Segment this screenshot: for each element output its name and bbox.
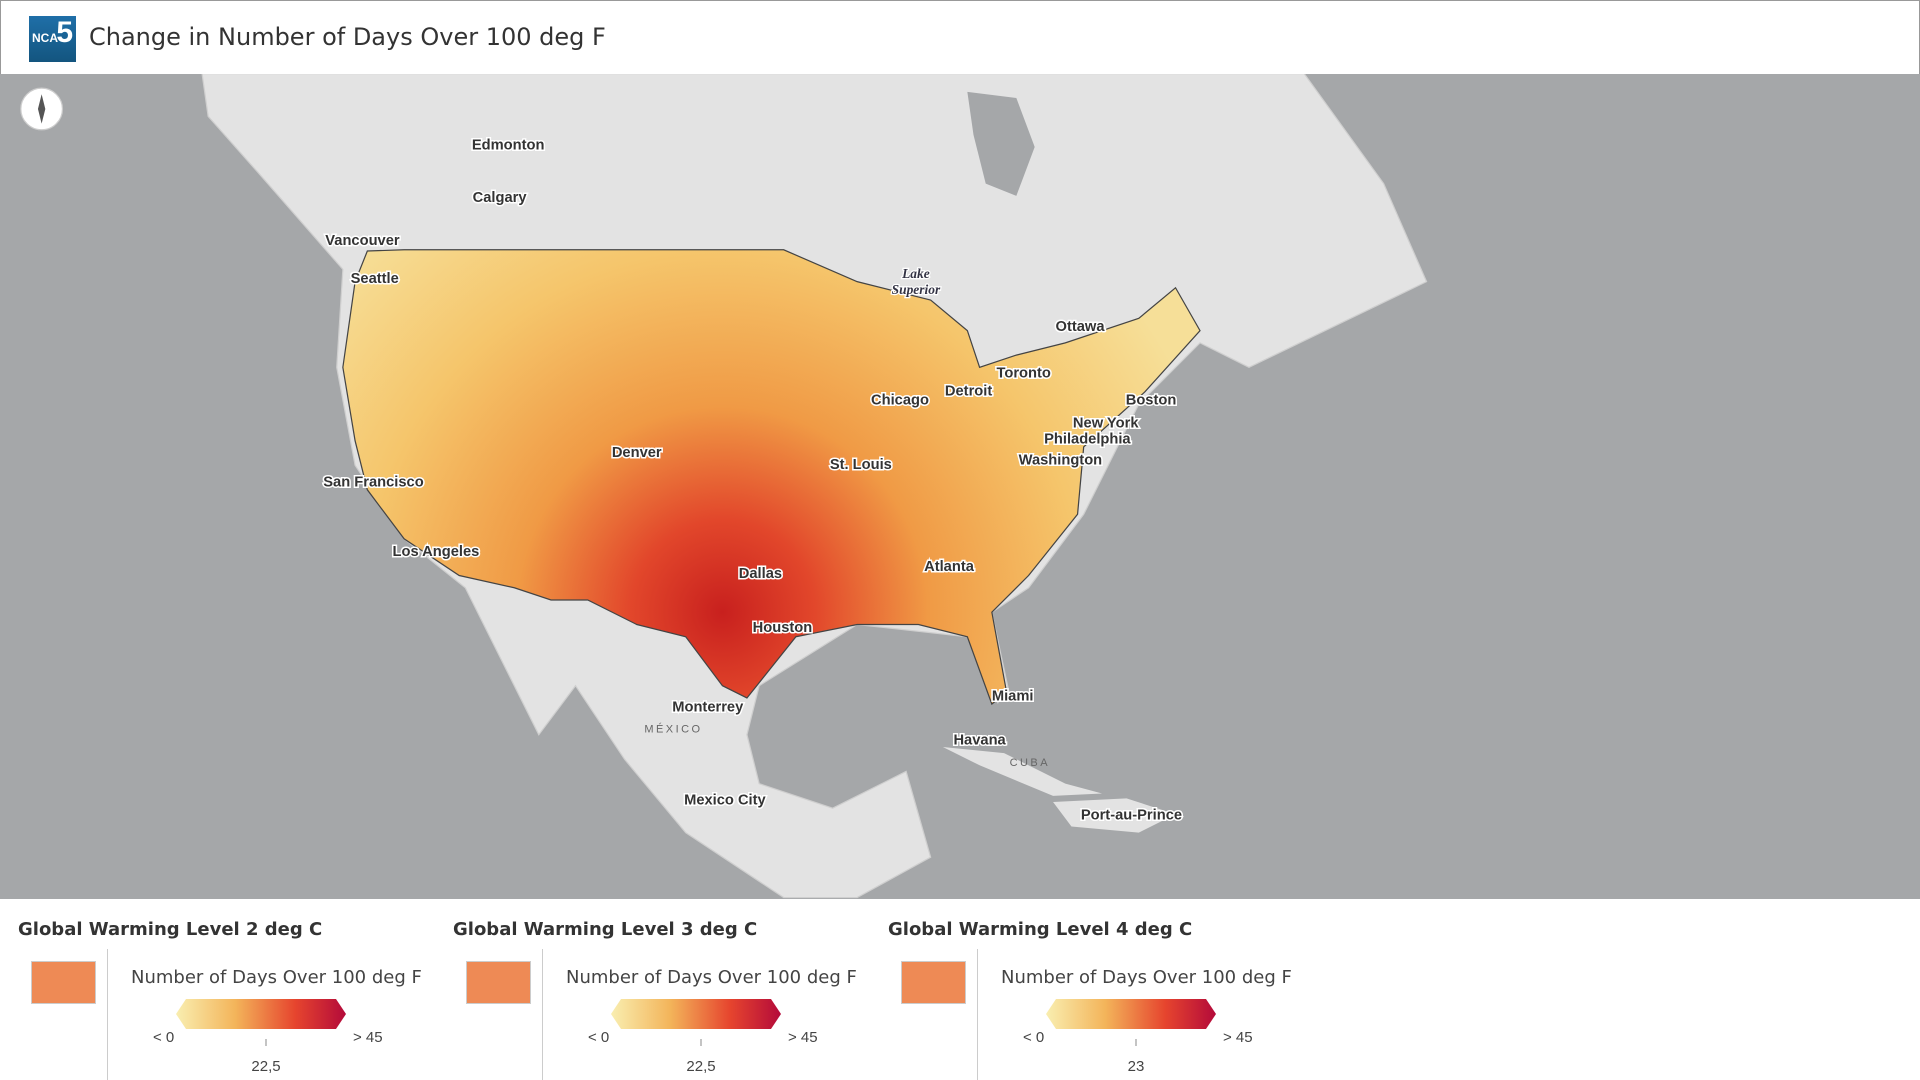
- legend-swatch: [31, 961, 96, 1004]
- min-label: < 0: [588, 1029, 610, 1046]
- divider: [542, 949, 543, 1080]
- max-label: > 45: [1223, 1029, 1253, 1046]
- city-label: Atlanta: [924, 559, 975, 575]
- usa: [342, 249, 1201, 706]
- city-label: Port-au-Prince: [1081, 807, 1182, 823]
- logo[interactable]: NCA 5: [29, 16, 76, 62]
- city-label: Vancouver: [325, 233, 400, 249]
- city-label: Miami: [992, 689, 1034, 705]
- legend-subtitle: Number of Days Over 100 deg F: [1001, 967, 1292, 988]
- city-label: Monterrey: [672, 700, 744, 716]
- legend-panel: Global Warming Level 2 deg C Number of Da…: [18, 899, 448, 1080]
- city-label: Denver: [612, 445, 662, 461]
- city-label: New York: [1073, 416, 1139, 432]
- divider: [107, 949, 108, 1080]
- ramp-bar: [176, 999, 346, 1029]
- legend-title: Global Warming Level 3 deg C: [453, 919, 758, 940]
- city-label: St. Louis: [830, 457, 892, 473]
- country-label: CUBA: [1010, 757, 1050, 769]
- legend-panel: Global Warming Level 4 deg C Number of Da…: [888, 899, 1318, 1080]
- city-label: Houston: [753, 620, 813, 636]
- max-label: > 45: [353, 1029, 383, 1046]
- mid-label: 22,5: [686, 1058, 716, 1075]
- ramp-bar: [611, 999, 781, 1029]
- city-label: Boston: [1126, 392, 1177, 408]
- header: NCA 5 Change in Number of Days Over 100 …: [0, 0, 1920, 74]
- lake-label: Superior: [892, 282, 941, 297]
- hispaniola: [1053, 798, 1176, 833]
- max-label: > 45: [788, 1029, 818, 1046]
- legend-swatch: [466, 961, 531, 1004]
- map[interactable]: Edmonton Calgary Vancouver Seattle Ottawa Tor…: [0, 0, 1920, 899]
- cuba: [942, 746, 1103, 796]
- city-label: Philadelphia: [1044, 431, 1131, 447]
- ramp-bar: [1046, 999, 1216, 1029]
- title: Change in Number of Days Over 100 deg F: [89, 23, 606, 51]
- city-label: Calgary: [473, 190, 528, 206]
- city-label: Edmonton: [472, 138, 545, 154]
- lake-label: Lake: [901, 266, 930, 281]
- country-label: MÉXICO: [644, 723, 702, 736]
- city-label: Detroit: [945, 384, 992, 400]
- city-label: Dallas: [739, 566, 782, 582]
- color-ramp: [1046, 999, 1216, 1046]
- city-label: Seattle: [351, 271, 399, 287]
- city-label: Washington: [1019, 452, 1103, 468]
- city-label: Los Angeles: [393, 544, 480, 560]
- logo-text: NCA: [32, 31, 58, 45]
- divider: [977, 949, 978, 1080]
- mid-label: 22,5: [251, 1058, 281, 1075]
- city-label: Mexico City: [684, 793, 766, 809]
- city-label: Havana: [953, 733, 1006, 749]
- min-label: < 0: [1023, 1029, 1045, 1046]
- legend-title: Global Warming Level 2 deg C: [18, 919, 323, 940]
- legend-panel: Global Warming Level 3 deg C Number of Da…: [453, 899, 883, 1080]
- city-label: Toronto: [996, 365, 1050, 381]
- city-label: Chicago: [871, 392, 929, 408]
- legend-subtitle: Number of Days Over 100 deg F: [566, 967, 857, 988]
- color-ramp: [611, 999, 781, 1046]
- legend: Global Warming Level 2 deg C Number of Da…: [0, 899, 1920, 1080]
- legend-title: Global Warming Level 4 deg C: [888, 919, 1193, 940]
- compass-needle: [37, 94, 46, 124]
- legend-swatch: [901, 961, 966, 1004]
- color-ramp: [176, 999, 346, 1046]
- city-label: San Francisco: [323, 474, 423, 490]
- legend-subtitle: Number of Days Over 100 deg F: [131, 967, 422, 988]
- logo-number: 5: [56, 16, 73, 49]
- hudson-bay: [967, 91, 1035, 196]
- mid-label: 23: [1127, 1058, 1145, 1075]
- min-label: < 0: [153, 1029, 175, 1046]
- city-label: Ottawa: [1056, 319, 1106, 335]
